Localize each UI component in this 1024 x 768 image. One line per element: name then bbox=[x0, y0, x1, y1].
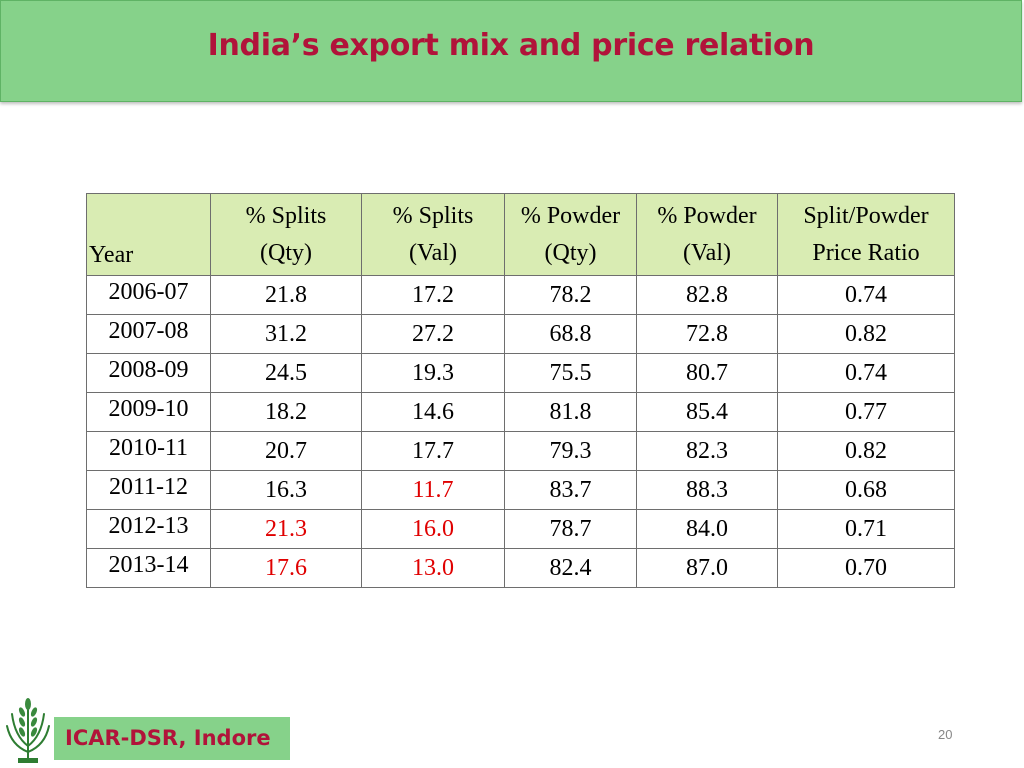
cell-price-ratio: 0.70 bbox=[777, 548, 955, 588]
cell-powder-val: 72.8 bbox=[636, 314, 778, 354]
cell-splits-qty: 16.3 bbox=[210, 470, 362, 510]
cell-powder-qty: 81.8 bbox=[504, 392, 637, 432]
table-row: 2008-09 24.5 19.3 75.5 80.7 0.74 bbox=[86, 353, 955, 393]
header-price-ratio: Split/Powder Price Ratio bbox=[777, 193, 955, 276]
cell-splits-qty-highlighted: 17.6 bbox=[210, 548, 362, 588]
cell-powder-val: 82.3 bbox=[636, 431, 778, 471]
cell-price-ratio: 0.74 bbox=[777, 275, 955, 315]
cell-powder-val: 82.8 bbox=[636, 275, 778, 315]
cell-powder-val: 87.0 bbox=[636, 548, 778, 588]
table-row: 2012-13 21.3 16.0 78.7 84.0 0.71 bbox=[86, 509, 955, 549]
cell-splits-qty: 31.2 bbox=[210, 314, 362, 354]
header-powder-qty: % Powder (Qty) bbox=[504, 193, 637, 276]
cell-year: 2011-12 bbox=[86, 470, 211, 510]
cell-year: 2012-13 bbox=[86, 509, 211, 549]
cell-year: 2007-08 bbox=[86, 314, 211, 354]
icar-wheat-logo-icon bbox=[6, 698, 50, 763]
cell-powder-val: 88.3 bbox=[636, 470, 778, 510]
cell-splits-qty: 20.7 bbox=[210, 431, 362, 471]
export-mix-table: Year % Splits (Qty) % Splits (Val) % Powde… bbox=[86, 193, 955, 588]
header-powder-val: % Powder (Val) bbox=[636, 193, 778, 276]
cell-splits-val: 27.2 bbox=[361, 314, 505, 354]
cell-powder-qty: 79.3 bbox=[504, 431, 637, 471]
cell-splits-qty: 18.2 bbox=[210, 392, 362, 432]
cell-powder-qty: 78.2 bbox=[504, 275, 637, 315]
slide-title: India’s export mix and price relation bbox=[207, 28, 815, 63]
cell-price-ratio: 0.74 bbox=[777, 353, 955, 393]
cell-year: 2013-14 bbox=[86, 548, 211, 588]
table-row: 2013-14 17.6 13.0 82.4 87.0 0.70 bbox=[86, 548, 955, 588]
cell-splits-qty-highlighted: 21.3 bbox=[210, 509, 362, 549]
cell-price-ratio: 0.82 bbox=[777, 314, 955, 354]
table-row: 2011-12 16.3 11.7 83.7 88.3 0.68 bbox=[86, 470, 955, 510]
table-row: 2006-07 21.8 17.2 78.2 82.8 0.74 bbox=[86, 275, 955, 315]
footer-organization: ICAR-DSR, Indore bbox=[65, 726, 271, 750]
cell-price-ratio: 0.68 bbox=[777, 470, 955, 510]
cell-powder-val: 80.7 bbox=[636, 353, 778, 393]
cell-splits-val-highlighted: 11.7 bbox=[361, 470, 505, 510]
cell-powder-qty: 78.7 bbox=[504, 509, 637, 549]
cell-price-ratio: 0.82 bbox=[777, 431, 955, 471]
table-header-row: Year % Splits (Qty) % Splits (Val) % Powde… bbox=[86, 193, 955, 276]
cell-splits-qty: 24.5 bbox=[210, 353, 362, 393]
cell-powder-val: 84.0 bbox=[636, 509, 778, 549]
cell-powder-val: 85.4 bbox=[636, 392, 778, 432]
cell-year: 2008-09 bbox=[86, 353, 211, 393]
cell-powder-qty: 83.7 bbox=[504, 470, 637, 510]
cell-splits-qty: 21.8 bbox=[210, 275, 362, 315]
cell-splits-val: 17.2 bbox=[361, 275, 505, 315]
table-row: 2010-11 20.7 17.7 79.3 82.3 0.82 bbox=[86, 431, 955, 471]
cell-powder-qty: 68.8 bbox=[504, 314, 637, 354]
cell-powder-qty: 82.4 bbox=[504, 548, 637, 588]
header-year: Year bbox=[86, 193, 211, 276]
cell-splits-val: 19.3 bbox=[361, 353, 505, 393]
cell-year: 2006-07 bbox=[86, 275, 211, 315]
cell-year: 2009-10 bbox=[86, 392, 211, 432]
table-row: 2009-10 18.2 14.6 81.8 85.4 0.77 bbox=[86, 392, 955, 432]
header-splits-val: % Splits (Val) bbox=[361, 193, 505, 276]
header-splits-qty: % Splits (Qty) bbox=[210, 193, 362, 276]
page-number: 20 bbox=[938, 727, 953, 742]
cell-splits-val: 17.7 bbox=[361, 431, 505, 471]
cell-splits-val-highlighted: 13.0 bbox=[361, 548, 505, 588]
cell-splits-val-highlighted: 16.0 bbox=[361, 509, 505, 549]
cell-year: 2010-11 bbox=[86, 431, 211, 471]
footer-band bbox=[54, 717, 290, 760]
table-row: 2007-08 31.2 27.2 68.8 72.8 0.82 bbox=[86, 314, 955, 354]
cell-price-ratio: 0.71 bbox=[777, 509, 955, 549]
cell-powder-qty: 75.5 bbox=[504, 353, 637, 393]
title-band bbox=[0, 0, 1022, 102]
cell-price-ratio: 0.77 bbox=[777, 392, 955, 432]
cell-splits-val: 14.6 bbox=[361, 392, 505, 432]
